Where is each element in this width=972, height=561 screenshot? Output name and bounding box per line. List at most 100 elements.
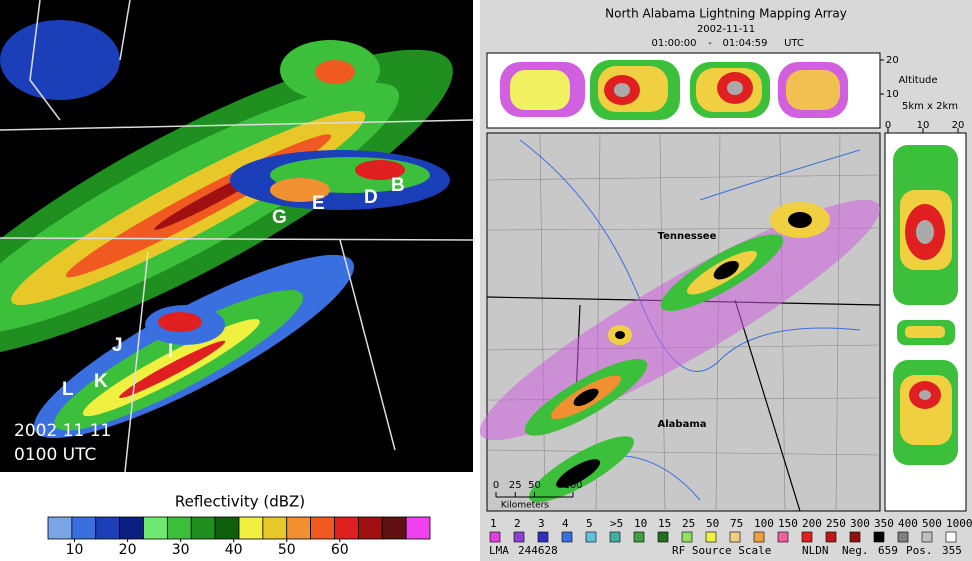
colorbar-swatch (214, 516, 240, 540)
side-axis: 0 10 20 (885, 120, 965, 133)
rf-scale-swatch (729, 531, 741, 543)
rf-scale-swatch (513, 531, 525, 543)
altitude-label: Altitude (898, 75, 937, 86)
rf-scale-label: >5 (610, 517, 623, 530)
colorbar-swatch (71, 516, 97, 540)
rf-scale-label: 4 (562, 517, 569, 530)
rf-scale-swatch (921, 531, 933, 543)
scale-bar-title: Kilometers (501, 501, 549, 511)
rf-scale-label: 2 (514, 517, 521, 530)
scale-bar: 0 25 50 100 Kilometers (493, 480, 583, 511)
scale-bar-label: 100 (563, 480, 582, 491)
rf-scale-label: 1000 (946, 517, 972, 530)
radar-panel: G E D B J I L K 2002 11 11 0100 UTC Refl… (0, 0, 474, 558)
side-tick-label: 20 (952, 120, 965, 131)
scale-bar-label: 50 (528, 480, 541, 491)
rf-scale-swatch (849, 531, 861, 543)
rf-scale-swatch (705, 531, 717, 543)
altitude-axis: 10 20 (880, 55, 899, 100)
rf-scale-label: 350 (874, 517, 894, 530)
storm-label: E (312, 193, 325, 214)
storm-label: K (94, 371, 108, 392)
colorbar-swatch (286, 516, 312, 540)
nldn-label: NLDN (802, 544, 829, 557)
rf-scale-swatch (873, 531, 885, 543)
rf-scale-label: 5 (586, 517, 593, 530)
storm-label: G (272, 207, 287, 228)
rf-scale-label: 75 (730, 517, 743, 530)
end-time: 01:04:59 (723, 38, 768, 49)
rf-scale-label: 10 (634, 517, 647, 530)
aspect-label: 5km x 2km (902, 101, 958, 112)
rf-scale-swatch (657, 531, 669, 543)
rf-scale-swatch (801, 531, 813, 543)
colorbar-swatch (238, 516, 264, 540)
time-zone: UTC (784, 38, 804, 49)
colorbar-title: Reflectivity (dBZ) (175, 493, 305, 511)
colorbar-tick-label: 60 (331, 542, 349, 558)
scale-bar-label: 0 (493, 480, 499, 491)
colorbar-swatch (310, 516, 335, 540)
colorbar-swatch (95, 516, 121, 540)
storm-label: I (168, 341, 173, 362)
scale-bar-label: 25 (509, 480, 522, 491)
side-sources (893, 145, 958, 465)
rf-scale-label: 150 (778, 517, 798, 530)
lma-count: 244628 (518, 544, 558, 557)
pos-count: 355 (942, 544, 962, 557)
time-separator: - (708, 38, 712, 49)
colorbar-tick-label: 30 (172, 542, 190, 558)
rf-scale-swatch (489, 531, 501, 543)
colorbar-swatch (119, 516, 144, 540)
colorbar-swatch (381, 516, 407, 540)
storm-label: D (364, 187, 378, 208)
rf-scale-label: 400 (898, 517, 918, 530)
rf-scale-swatch (825, 531, 837, 543)
storm-label: L (62, 379, 74, 400)
colorbar-tick-label: 20 (119, 542, 137, 558)
state-label: Alabama (658, 419, 707, 430)
colorbar-swatch (190, 516, 216, 540)
rf-scale-label: 100 (754, 517, 774, 530)
rf-scale-swatch (561, 531, 573, 543)
rf-scale-swatch (537, 531, 549, 543)
colorbar-tick-label: 40 (225, 542, 243, 558)
neg-label: Neg. (842, 544, 869, 557)
rf-scale-label: 500 (922, 517, 942, 530)
rf-scale-swatch (609, 531, 621, 543)
colorbar-tick-label: 50 (278, 542, 296, 558)
colorbar-swatch (405, 516, 431, 540)
rf-scale-swatch (753, 531, 765, 543)
state-borders (0, 0, 474, 473)
neg-count: 659 (878, 544, 898, 557)
altitude-sources (500, 60, 848, 120)
lma-panel: North Alabama Lightning Mapping Array 20… (479, 0, 972, 561)
altitude-tick-label: 10 (886, 89, 899, 100)
radar-time: 0100 UTC (14, 445, 96, 465)
colorbar-swatch (357, 516, 383, 540)
rf-scale-label: 200 (802, 517, 822, 530)
storm-label: B (391, 175, 405, 196)
rf-scale-swatch (945, 531, 957, 543)
rf-scale-swatch (897, 531, 909, 543)
colorbar: 10 20 30 40 50 60 (47, 516, 431, 558)
side-tick-label: 10 (917, 120, 930, 131)
state-label: Tennessee (658, 231, 717, 242)
storm-label: J (112, 335, 123, 356)
lma-title: North Alabama Lightning Mapping Array (605, 7, 847, 21)
pos-label: Pos. (906, 544, 933, 557)
colorbar-swatch (47, 516, 73, 540)
rf-scale-label: 15 (658, 517, 671, 530)
side-tick-label: 0 (885, 120, 891, 131)
rf-scale-label: 50 (706, 517, 719, 530)
rf-scale-swatch (585, 531, 597, 543)
rf-scale-label: 300 (850, 517, 870, 530)
colorbar-swatch (334, 516, 359, 540)
rf-scale-swatch (777, 531, 789, 543)
colorbar-swatch (166, 516, 192, 540)
rf-scale-label: 3 (538, 517, 545, 530)
start-time: 01:00:00 (652, 38, 697, 49)
rf-scale-swatch (633, 531, 645, 543)
rf-scale-label: 25 (682, 517, 695, 530)
